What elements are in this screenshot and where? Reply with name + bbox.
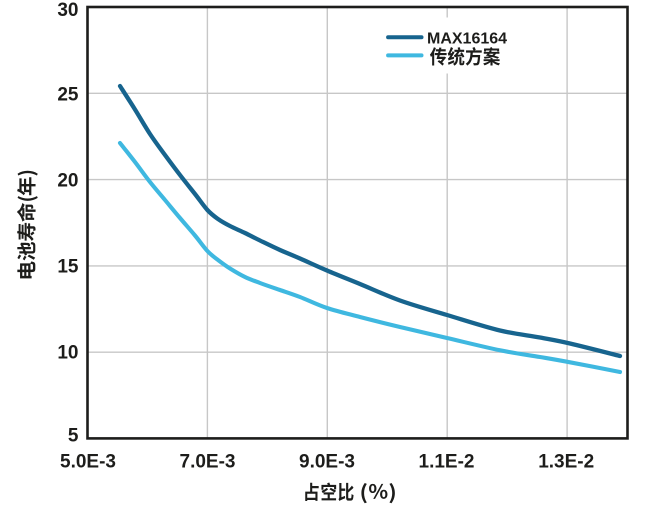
svg-text:15: 15 — [57, 257, 79, 278]
svg-text:5: 5 — [68, 426, 79, 447]
svg-text:10: 10 — [57, 343, 78, 364]
svg-text:5.0E-3: 5.0E-3 — [60, 452, 116, 473]
svg-text:25: 25 — [57, 85, 79, 106]
svg-text:7.0E-3: 7.0E-3 — [180, 452, 236, 473]
svg-text:20: 20 — [57, 171, 78, 192]
svg-text:1.1E-2: 1.1E-2 — [419, 452, 475, 473]
svg-text:MAX16164: MAX16164 — [427, 31, 507, 48]
svg-text:30: 30 — [57, 0, 78, 21]
svg-text:1.3E-2: 1.3E-2 — [538, 452, 594, 473]
svg-text:9.0E-3: 9.0E-3 — [299, 452, 355, 473]
